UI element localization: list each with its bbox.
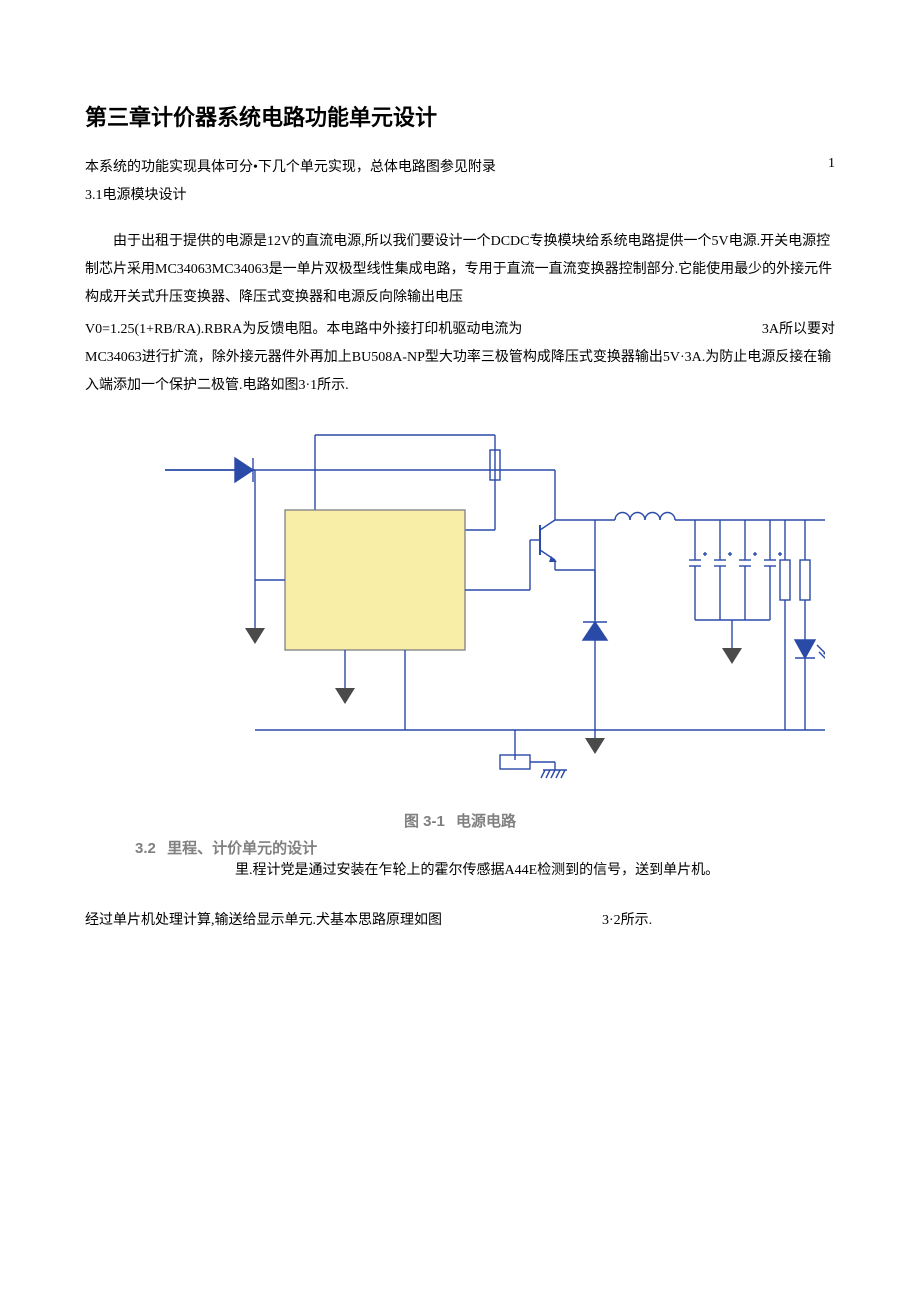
intro-text: 本系统的功能实现具体可分•下几个单元实现，总体电路图参见附录 [85, 156, 496, 176]
section-3-2-label: 里程、计价单元的设计 [167, 841, 317, 857]
section-3-1-title: 3.1电源模块设计 [85, 184, 835, 204]
line-v0-right: 3A所以要对 [762, 316, 835, 344]
final-text-1: 经过单片机处理计算,输送给显示单元.犬基本思路原理如图 [85, 908, 442, 934]
figure-num: 图 3-1 [404, 813, 445, 830]
figure-caption-text: 电源电路 [456, 814, 516, 830]
section-3-2-title: 3.2 里程、计价单元的设计 [135, 837, 835, 858]
line-v0: V0=1.25(1+RB/RA).RBRA为反馈电阻。本电路中外接打印机驱动电流… [85, 316, 835, 344]
paragraph-2: MC34063进行扩流，除外接元器件外再加上BU508A-NP型大功率三极管构成… [85, 344, 835, 400]
chapter-title: 第三章计价器系统电路功能单元设计 [85, 100, 835, 132]
section-3-2-text [160, 841, 168, 857]
figure-text [449, 814, 457, 830]
final-text-2: 3·2所示. [602, 908, 652, 934]
line-v0-left: V0=1.25(1+RB/RA).RBRA为反馈电阻。本电路中外接打印机驱动电流… [85, 316, 522, 344]
intro-ref: 1 [828, 156, 835, 176]
final-line: 经过单片机处理计算,输送给显示单元.犬基本思路原理如图 3·2所示. [85, 908, 835, 934]
mileage-line: 里.程计党是通过安装在乍轮上的霍尔传感据A44E检测到的信号，送到单片机。 [235, 858, 835, 884]
section-3-2-num: 3.2 [135, 840, 156, 857]
figure-3-1-caption: 图 3-1 电源电路 [85, 810, 835, 831]
intro-line: 本系统的功能实现具体可分•下几个单元实现，总体电路图参见附录 1 [85, 156, 835, 176]
circuit-diagram [145, 420, 825, 800]
paragraph-1: 由于出租于提供的电源是12V的直流电源,所以我们要设计一个DCDC专换模块给系统… [85, 228, 835, 312]
